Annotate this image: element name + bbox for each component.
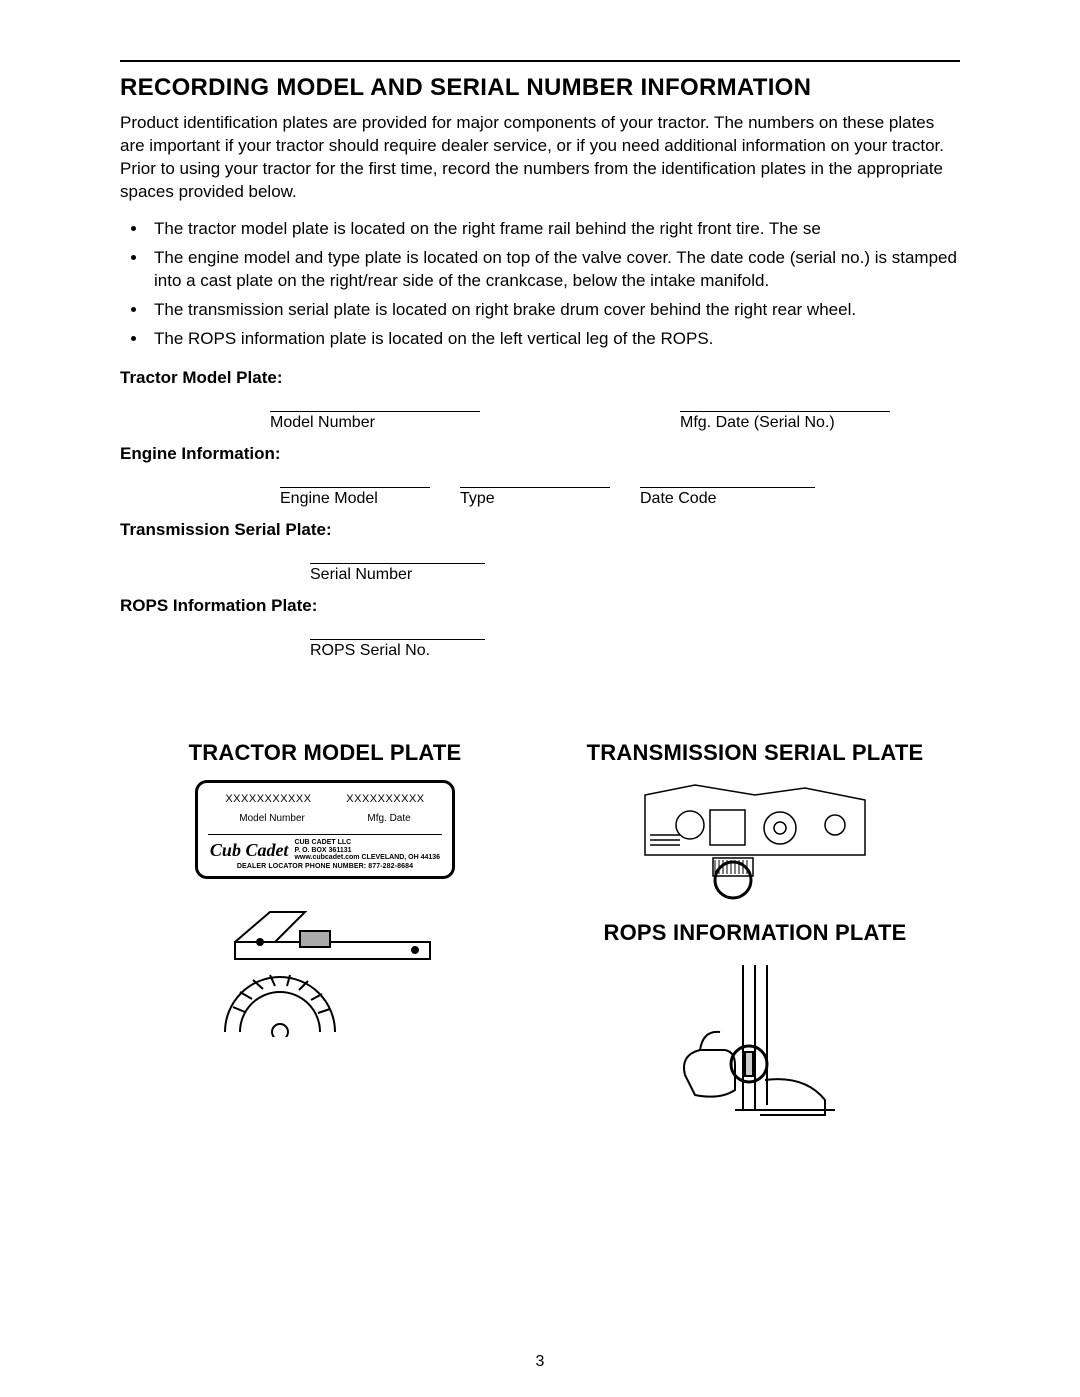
placeholder-x: XXXXXXXXXXX bbox=[225, 793, 311, 805]
transmission-form-label: Transmission Serial Plate: bbox=[120, 520, 960, 540]
plates-area: TRACTOR MODEL PLATE XXXXXXXXXXX XXXXXXXX… bbox=[120, 740, 960, 1150]
tractor-form-block: Tractor Model Plate: Model Number Mfg. D… bbox=[120, 368, 960, 432]
engine-form-label: Engine Information: bbox=[120, 444, 960, 464]
tractor-plate-title: TRACTOR MODEL PLATE bbox=[120, 740, 530, 766]
bullet-item: The transmission serial plate is located… bbox=[148, 299, 960, 322]
rops-form-label: ROPS Information Plate: bbox=[120, 596, 960, 616]
brand-info: CUB CADET LLC P. O. BOX 361131 www.cubca… bbox=[294, 839, 440, 861]
mfg-date-field: Mfg. Date (Serial No.) bbox=[680, 392, 890, 432]
plate-label: Mfg. Date bbox=[367, 813, 410, 824]
field-caption: Model Number bbox=[270, 414, 375, 432]
field-caption: Date Code bbox=[640, 490, 717, 508]
tractor-form-label: Tractor Model Plate: bbox=[120, 368, 960, 388]
frame-rail-diagram bbox=[205, 897, 445, 1037]
rops-serial-field: ROPS Serial No. bbox=[310, 620, 485, 660]
rops-form-block: ROPS Information Plate: ROPS Serial No. bbox=[120, 596, 960, 660]
field-caption: ROPS Serial No. bbox=[310, 642, 430, 660]
placeholder-x: XXXXXXXXXX bbox=[346, 793, 424, 805]
blank-line[interactable] bbox=[460, 468, 610, 488]
company-name: CUB CADET LLC bbox=[294, 839, 440, 846]
transmission-plate-title: TRANSMISSION SERIAL PLATE bbox=[550, 740, 960, 766]
blank-line[interactable] bbox=[280, 468, 430, 488]
engine-model-field: Engine Model bbox=[280, 468, 430, 508]
transmission-diagram bbox=[635, 780, 875, 900]
top-rule bbox=[120, 60, 960, 62]
blank-line[interactable] bbox=[640, 468, 815, 488]
rops-plate-title: ROPS INFORMATION PLATE bbox=[550, 920, 960, 946]
model-number-field: Model Number bbox=[270, 392, 480, 432]
blank-line[interactable] bbox=[310, 544, 485, 564]
right-column: TRANSMISSION SERIAL PLATE bbox=[550, 740, 960, 1150]
serial-number-field: Serial Number bbox=[310, 544, 485, 584]
dealer-phone: DEALER LOCATOR PHONE NUMBER: 877-282-868… bbox=[208, 863, 442, 870]
page-number: 3 bbox=[0, 1353, 1080, 1371]
bullet-list: The tractor model plate is located on th… bbox=[120, 218, 960, 351]
city: CLEVELAND, OH 44136 bbox=[361, 854, 440, 861]
blank-line[interactable] bbox=[680, 392, 890, 412]
brand-logo-text: Cub Cadet bbox=[210, 840, 289, 861]
bullet-item: The engine model and type plate is locat… bbox=[148, 247, 960, 293]
date-code-field: Date Code bbox=[640, 468, 815, 508]
transmission-form-block: Transmission Serial Plate: Serial Number bbox=[120, 520, 960, 584]
bullet-item: The ROPS information plate is located on… bbox=[148, 328, 960, 351]
blank-line[interactable] bbox=[310, 620, 485, 640]
field-caption: Type bbox=[460, 490, 495, 508]
section-heading: RECORDING MODEL AND SERIAL NUMBER INFORM… bbox=[120, 74, 960, 102]
left-column: TRACTOR MODEL PLATE XXXXXXXXXXX XXXXXXXX… bbox=[120, 740, 530, 1150]
manual-page: RECORDING MODEL AND SERIAL NUMBER INFORM… bbox=[0, 0, 1080, 1397]
po-box: P. O. BOX 361131 bbox=[294, 847, 440, 854]
engine-form-block: Engine Information: Engine Model Type Da… bbox=[120, 444, 960, 508]
bullet-item: The tractor model plate is located on th… bbox=[148, 218, 960, 241]
plate-label: Model Number bbox=[239, 813, 305, 824]
engine-type-field: Type bbox=[460, 468, 610, 508]
website: www.cubcadet.com bbox=[294, 854, 359, 861]
blank-line[interactable] bbox=[270, 392, 480, 412]
model-plate-graphic: XXXXXXXXXXX XXXXXXXXXX Model Number Mfg.… bbox=[195, 780, 455, 879]
field-caption: Mfg. Date (Serial No.) bbox=[680, 414, 835, 432]
rops-diagram bbox=[665, 960, 845, 1130]
field-caption: Serial Number bbox=[310, 566, 412, 584]
field-caption: Engine Model bbox=[280, 490, 378, 508]
intro-paragraph: Product identification plates are provid… bbox=[120, 112, 960, 204]
